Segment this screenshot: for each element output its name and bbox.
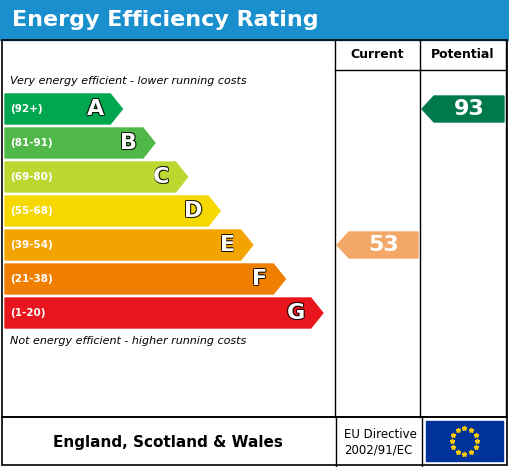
Text: A: A	[88, 98, 105, 118]
Text: C: C	[153, 166, 169, 186]
Text: G: G	[288, 304, 305, 324]
Text: 2002/91/EC: 2002/91/EC	[344, 444, 412, 457]
Text: C: C	[152, 167, 169, 187]
Text: E: E	[219, 234, 234, 254]
Text: F: F	[251, 269, 267, 289]
Text: A: A	[87, 98, 104, 118]
Text: A: A	[87, 98, 103, 118]
Text: C: C	[154, 167, 171, 187]
Text: D: D	[183, 201, 202, 221]
Text: B: B	[121, 133, 138, 153]
Text: B: B	[121, 134, 138, 154]
Text: A: A	[88, 99, 105, 119]
Text: D: D	[185, 202, 203, 222]
Text: Very energy efficient - lower running costs: Very energy efficient - lower running co…	[10, 76, 247, 86]
Text: A: A	[87, 99, 104, 119]
Text: Energy Efficiency Rating: Energy Efficiency Rating	[12, 10, 319, 30]
Polygon shape	[5, 230, 253, 260]
Text: Not energy efficient - higher running costs: Not energy efficient - higher running co…	[10, 336, 246, 346]
Text: E: E	[219, 235, 234, 255]
Polygon shape	[422, 96, 504, 122]
Polygon shape	[5, 298, 323, 328]
Text: E: E	[220, 235, 235, 255]
Text: G: G	[286, 303, 304, 323]
Bar	[0, 0, 509, 40]
Polygon shape	[337, 232, 418, 258]
Bar	[2, 40, 507, 417]
Bar	[2, 417, 507, 465]
Text: E: E	[220, 236, 236, 256]
Text: C: C	[153, 168, 169, 188]
Text: A: A	[87, 99, 103, 119]
Text: (55-68): (55-68)	[10, 206, 53, 216]
Text: C: C	[152, 166, 169, 186]
Text: G: G	[286, 302, 304, 322]
Text: D: D	[183, 202, 202, 222]
Text: 93: 93	[454, 99, 485, 119]
Text: G: G	[288, 303, 305, 323]
Text: C: C	[152, 168, 169, 188]
Polygon shape	[5, 128, 155, 158]
Text: D: D	[183, 200, 202, 220]
Text: 53: 53	[368, 235, 399, 255]
Text: F: F	[251, 268, 267, 288]
Text: E: E	[220, 234, 235, 254]
Text: E: E	[220, 236, 235, 256]
Text: F: F	[253, 268, 268, 288]
Text: C: C	[153, 167, 169, 187]
Text: B: B	[120, 132, 137, 152]
Polygon shape	[5, 264, 286, 294]
Text: G: G	[287, 303, 305, 323]
Text: D: D	[185, 200, 203, 220]
Text: B: B	[120, 133, 137, 153]
Text: D: D	[184, 201, 202, 221]
Text: (69-80): (69-80)	[10, 172, 52, 182]
Text: D: D	[184, 200, 202, 220]
Text: D: D	[184, 202, 202, 222]
Text: England, Scotland & Wales: England, Scotland & Wales	[53, 434, 283, 450]
Text: A: A	[88, 100, 105, 120]
Text: B: B	[119, 134, 136, 154]
Text: G: G	[287, 304, 305, 324]
Text: F: F	[251, 270, 267, 290]
Text: (1-20): (1-20)	[10, 308, 45, 318]
Text: Current: Current	[351, 49, 404, 62]
Polygon shape	[5, 94, 122, 124]
Text: D: D	[185, 201, 203, 221]
Text: EU Directive: EU Directive	[344, 429, 417, 441]
Text: (39-54): (39-54)	[10, 240, 53, 250]
Text: G: G	[286, 304, 304, 324]
Text: F: F	[253, 270, 268, 290]
Text: A: A	[87, 100, 103, 120]
Text: C: C	[154, 166, 171, 186]
Text: F: F	[252, 269, 267, 289]
Text: B: B	[120, 134, 137, 154]
Polygon shape	[5, 196, 220, 226]
Text: C: C	[154, 168, 171, 188]
Text: E: E	[220, 235, 236, 255]
Text: B: B	[121, 132, 138, 152]
Text: F: F	[253, 269, 268, 289]
Text: Potential: Potential	[431, 49, 495, 62]
Text: E: E	[219, 236, 234, 256]
Text: (81-91): (81-91)	[10, 138, 52, 148]
Text: G: G	[287, 302, 305, 322]
Text: B: B	[119, 133, 136, 153]
Text: F: F	[252, 270, 267, 290]
Text: E: E	[220, 234, 236, 254]
Polygon shape	[5, 162, 187, 192]
Text: F: F	[252, 268, 267, 288]
Text: G: G	[288, 302, 305, 322]
Text: (21-38): (21-38)	[10, 274, 53, 284]
Text: B: B	[119, 132, 136, 152]
Text: A: A	[87, 100, 104, 120]
Bar	[426, 421, 503, 461]
Text: (92+): (92+)	[10, 104, 43, 114]
